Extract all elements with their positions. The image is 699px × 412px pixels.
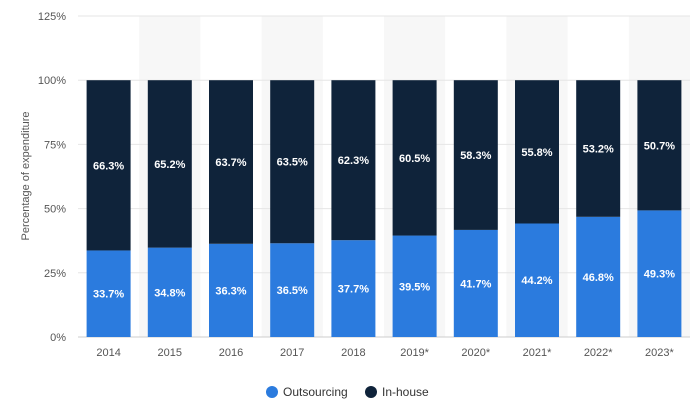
bar-in-house [331, 80, 376, 241]
data-label: 63.7% [215, 157, 246, 169]
y-axis-ticks: 0% 25% 50% 75% 100% 125% [38, 11, 66, 344]
legend-label-in-house: In-house [382, 385, 429, 399]
x-tick-label: 2023* [645, 347, 674, 359]
y-tick-label: 50% [44, 204, 66, 216]
data-label: 66.3% [93, 160, 124, 172]
data-label: 46.8% [583, 272, 614, 284]
y-tick-label: 125% [38, 11, 66, 23]
x-tick-label: 2021* [523, 347, 552, 359]
x-tick-label: 2022* [584, 347, 613, 359]
x-tick-label: 2020* [461, 347, 490, 359]
data-label: 65.2% [154, 159, 185, 171]
x-tick-label: 2018 [341, 347, 365, 359]
legend: Outsourcing In-house [266, 385, 429, 399]
bar-in-house [209, 80, 253, 244]
data-label: 34.8% [154, 287, 185, 299]
legend-label-outsourcing: Outsourcing [283, 385, 348, 399]
bar-outsourcing [515, 223, 559, 337]
legend-swatch-outsourcing [266, 386, 278, 398]
bar-in-house [576, 80, 621, 217]
x-tick-label: 2019* [400, 347, 429, 359]
y-axis-label: Percentage of expenditure [20, 111, 32, 240]
data-label: 55.8% [521, 147, 552, 159]
data-label: 53.2% [583, 144, 614, 156]
data-label: 39.5% [399, 281, 430, 293]
x-tick-label: 2015 [158, 347, 182, 359]
y-tick-label: 25% [44, 268, 66, 280]
data-label: 44.2% [521, 275, 552, 287]
bar-in-house [637, 80, 682, 211]
y-tick-label: 75% [44, 139, 66, 151]
bar-outsourcing [453, 229, 498, 337]
bar-in-house [453, 80, 498, 230]
data-label: 50.7% [644, 140, 675, 152]
data-label: 49.3% [644, 269, 675, 281]
data-label: 62.3% [338, 155, 369, 167]
bar-outsourcing [270, 243, 315, 337]
data-label: 33.7% [93, 289, 124, 301]
x-tick-label: 2016 [219, 347, 243, 359]
data-label: 63.5% [277, 157, 308, 169]
data-label: 41.7% [460, 278, 491, 290]
x-tick-label: 2014 [96, 347, 120, 359]
data-label: 36.5% [277, 285, 308, 297]
x-axis-ticks: 2014 2015 2016 2017 2018 2019* 2020* 2021* 2022*… [96, 347, 674, 359]
bars: 33.7% 66.3% 34.8% 65.2% 36.3% 63.7% 36.5% 63.5%… [86, 80, 682, 337]
bar-in-house [270, 80, 315, 244]
bar-outsourcing [147, 247, 192, 337]
bar-in-house [515, 80, 559, 224]
bar-outsourcing [209, 243, 253, 337]
legend-swatch-in-house [365, 386, 377, 398]
bar-outsourcing [392, 235, 437, 337]
data-label: 60.5% [399, 153, 430, 165]
x-tick-label: 2017 [280, 347, 304, 359]
data-label: 37.7% [338, 284, 369, 296]
bar-in-house [86, 80, 131, 251]
y-tick-label: 100% [38, 75, 66, 87]
bar-outsourcing [331, 240, 376, 337]
bar-outsourcing [576, 216, 621, 337]
bar-in-house [392, 80, 437, 236]
bar-outsourcing [637, 210, 682, 337]
data-label: 36.3% [215, 285, 246, 297]
data-label: 58.3% [460, 150, 491, 162]
bar-outsourcing [86, 250, 131, 337]
y-tick-label: 0% [50, 332, 66, 344]
bar-in-house [147, 80, 192, 248]
